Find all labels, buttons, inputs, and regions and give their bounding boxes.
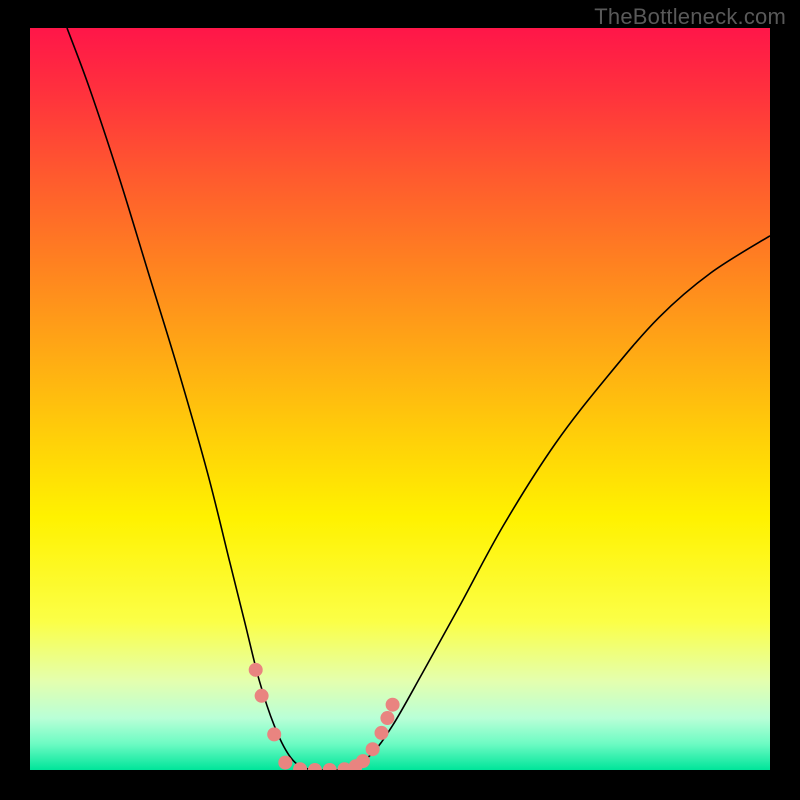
marker-dot [278, 756, 292, 770]
marker-dot [380, 711, 394, 725]
marker-dot [375, 726, 389, 740]
stage: TheBottleneck.com [0, 0, 800, 800]
chart-background [30, 28, 770, 770]
watermark-label: TheBottleneck.com [594, 4, 786, 30]
marker-dot [267, 727, 281, 741]
chart-area [30, 28, 770, 770]
marker-dot [255, 689, 269, 703]
marker-dot [356, 754, 370, 768]
chart-svg [30, 28, 770, 770]
marker-dot [249, 663, 263, 677]
marker-dot [366, 742, 380, 756]
marker-dot [386, 698, 400, 712]
